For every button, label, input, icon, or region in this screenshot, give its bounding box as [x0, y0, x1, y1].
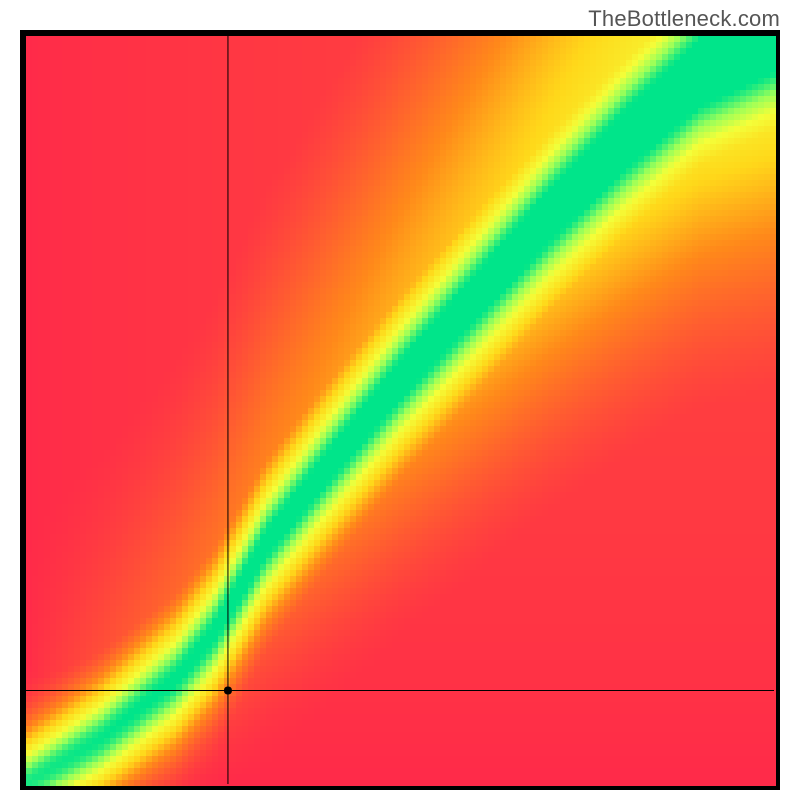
bottleneck-heatmap	[20, 30, 780, 790]
watermark-text: TheBottleneck.com	[588, 6, 780, 32]
chart-container: TheBottleneck.com	[0, 0, 800, 800]
